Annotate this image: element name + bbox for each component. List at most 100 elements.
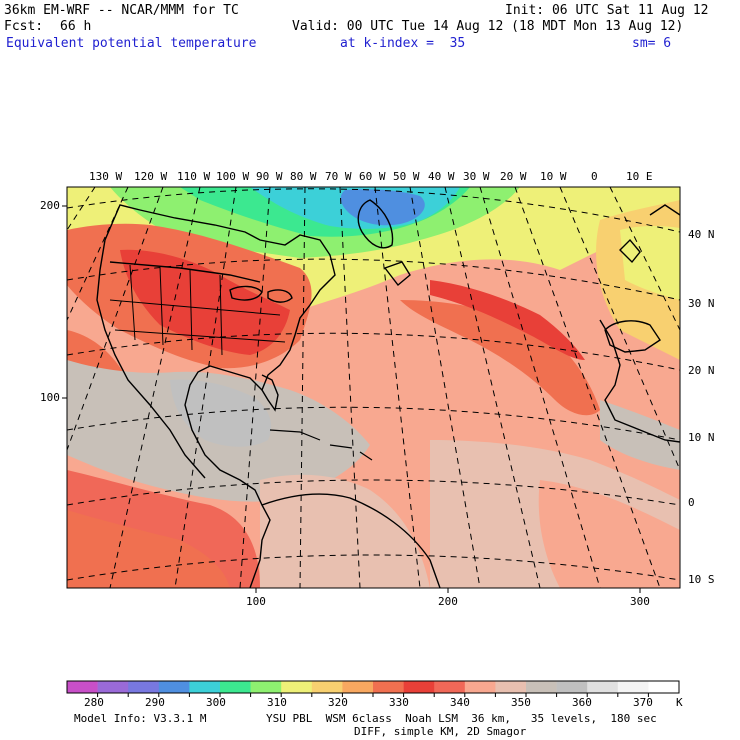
colorbar-swatch bbox=[587, 681, 619, 693]
lon-line-30w bbox=[444, 187, 541, 588]
lon-line-100w bbox=[109, 187, 201, 588]
lon-label-90w: 90 W bbox=[256, 170, 283, 183]
north-america-coast bbox=[104, 204, 336, 588]
diffusion-info: DIFF, simple KM, 2D Smagor bbox=[354, 725, 527, 738]
newfoundland bbox=[383, 261, 411, 287]
us-state-lines bbox=[109, 264, 286, 356]
lon-line-20w bbox=[479, 187, 601, 588]
lon-line-0 bbox=[559, 187, 680, 471]
europe-africa-coast bbox=[599, 319, 680, 443]
scandinavia-uk bbox=[619, 204, 680, 264]
colorbar-label-350: 350 bbox=[511, 696, 531, 709]
iberia bbox=[604, 320, 661, 353]
lon-label-40w: 40 W bbox=[428, 170, 455, 183]
us-canada-border bbox=[109, 261, 261, 283]
colorbar-swatch bbox=[128, 681, 160, 693]
grid-label-left-100: 100 bbox=[40, 391, 60, 404]
lon-label-60w: 60 W bbox=[359, 170, 386, 183]
grid-label-bottom-100: 100 bbox=[246, 595, 266, 608]
colorbar-swatch bbox=[97, 681, 129, 693]
colorbar-swatch bbox=[434, 681, 466, 693]
lon-label-130w: 130 W bbox=[89, 170, 123, 183]
field-name: Equivalent potential temperature bbox=[6, 36, 257, 51]
lon-line-110w bbox=[67, 187, 164, 451]
grid-label-bottom-300: 300 bbox=[630, 595, 650, 608]
lat-line-0 bbox=[67, 479, 680, 506]
lon-label-10e: 10 E bbox=[626, 170, 653, 183]
south-america-coast bbox=[261, 493, 441, 588]
colorbar-label-290: 290 bbox=[145, 696, 165, 709]
lon-line-130w bbox=[67, 187, 96, 231]
level-index: at k-index = 35 bbox=[340, 36, 466, 51]
colorbar-swatch bbox=[189, 681, 221, 693]
model-info: Model Info: V3.3.1 M bbox=[74, 712, 207, 725]
colorbar bbox=[66, 680, 680, 697]
colorbar-swatch bbox=[495, 681, 527, 693]
colorbar-label-310: 310 bbox=[267, 696, 287, 709]
lat-line-20n bbox=[67, 332, 680, 371]
lat-label-10s: 10 S bbox=[688, 573, 715, 586]
lon-line-10e bbox=[609, 187, 680, 331]
colorbar-swatch bbox=[158, 681, 190, 693]
lat-line-40n bbox=[67, 188, 680, 233]
lon-line-50w bbox=[374, 187, 421, 588]
colorbar-swatch bbox=[373, 681, 404, 693]
coastlines bbox=[96, 199, 680, 588]
colorbar-swatch bbox=[220, 681, 251, 693]
lon-label-110w: 110 W bbox=[177, 170, 211, 183]
colorbar-swatch bbox=[648, 681, 680, 693]
colorbar-swatch bbox=[250, 681, 282, 693]
lat-line-10s bbox=[67, 554, 680, 581]
colorbar-label-370: 370 bbox=[633, 696, 653, 709]
lat-label-20n: 20 N bbox=[688, 364, 715, 377]
lon-line-90w bbox=[174, 187, 237, 588]
colorbar-label-300: 300 bbox=[206, 696, 226, 709]
theta-e-field bbox=[67, 187, 680, 588]
colorbar-swatch bbox=[464, 681, 496, 693]
left-ticks bbox=[62, 205, 641, 593]
colorbar-label-280: 280 bbox=[84, 696, 104, 709]
lat-label-40n: 40 N bbox=[688, 228, 715, 241]
grid-label-bottom-200: 200 bbox=[438, 595, 458, 608]
smoothing-value: sm= 6 bbox=[632, 36, 672, 51]
great-lakes bbox=[229, 285, 293, 303]
model-title: 36km EM-WRF -- NCAR/MMM for TC bbox=[4, 3, 239, 18]
colorbar-unit: K bbox=[676, 696, 683, 709]
lon-line-80w bbox=[239, 187, 271, 588]
colorbar-swatch bbox=[311, 681, 343, 693]
lon-label-20w: 20 W bbox=[500, 170, 527, 183]
lon-line-10w bbox=[514, 187, 661, 588]
valid-time: Valid: 00 UTC Tue 14 Aug 12 (18 MDT Mon … bbox=[292, 19, 684, 34]
florida bbox=[261, 374, 279, 412]
forecast-hour: 66 h bbox=[60, 19, 92, 34]
lat-label-10n: 10 N bbox=[688, 431, 715, 444]
grid-label-left-200: 200 bbox=[40, 199, 60, 212]
lon-label-30w: 30 W bbox=[463, 170, 490, 183]
lon-label-100w: 100 W bbox=[216, 170, 250, 183]
colorbar-swatch bbox=[67, 681, 98, 693]
colorbar-label-320: 320 bbox=[328, 696, 348, 709]
forecast-label: Fcst: bbox=[4, 19, 44, 34]
lon-label-70w: 70 W bbox=[325, 170, 352, 183]
map-frame bbox=[66, 186, 681, 589]
colorbar-swatch bbox=[403, 681, 435, 693]
colorbar-swatch bbox=[281, 681, 313, 693]
lat-label-30n: 30 N bbox=[688, 297, 715, 310]
lon-label-0: 0 bbox=[591, 170, 598, 183]
lat-label-0: 0 bbox=[688, 496, 695, 509]
colorbar-swatch bbox=[526, 681, 557, 693]
lon-label-10w: 10 W bbox=[540, 170, 567, 183]
init-time: Init: 06 UTC Sat 11 Aug 12 bbox=[505, 3, 709, 18]
lon-label-80w: 80 W bbox=[290, 170, 317, 183]
lon-line-70w bbox=[299, 187, 306, 588]
colorbar-swatch bbox=[617, 681, 649, 693]
colorbar-label-340: 340 bbox=[450, 696, 470, 709]
graticule bbox=[67, 187, 680, 588]
colorbar-swatch bbox=[342, 681, 374, 693]
lat-line-10n bbox=[67, 406, 680, 441]
greenland-coast bbox=[357, 199, 394, 249]
caribbean-islands bbox=[269, 429, 373, 461]
lat-line-30n bbox=[67, 258, 680, 301]
lon-line-60w bbox=[339, 187, 361, 588]
colorbar-label-360: 360 bbox=[572, 696, 592, 709]
